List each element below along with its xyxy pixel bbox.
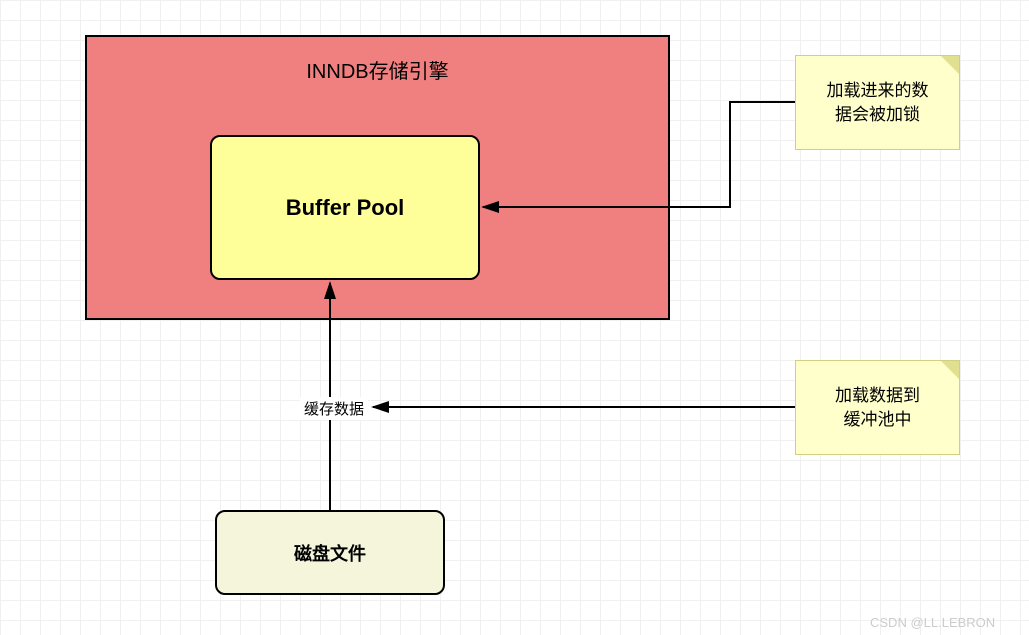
buffer-pool-label: Buffer Pool bbox=[286, 195, 405, 221]
diagram-canvas: INNDB存储引擎 Buffer Pool 缓存数据 磁盘文件 加载进来的数 据… bbox=[0, 0, 1029, 635]
buffer-pool-box: Buffer Pool bbox=[210, 135, 480, 280]
note-lock: 加载进来的数 据会被加锁 bbox=[795, 55, 960, 150]
note-load-text: 加载数据到 缓冲池中 bbox=[835, 384, 920, 432]
innodb-engine-label: INNDB存储引擎 bbox=[306, 55, 448, 84]
cache-data-label: 缓存数据 bbox=[300, 397, 368, 420]
note-lock-text: 加载进来的数 据会被加锁 bbox=[827, 79, 929, 127]
note-load: 加载数据到 缓冲池中 bbox=[795, 360, 960, 455]
disk-file-box: 磁盘文件 bbox=[215, 510, 445, 595]
disk-file-label: 磁盘文件 bbox=[294, 540, 366, 566]
watermark: CSDN @LL.LEBRON bbox=[870, 615, 995, 630]
